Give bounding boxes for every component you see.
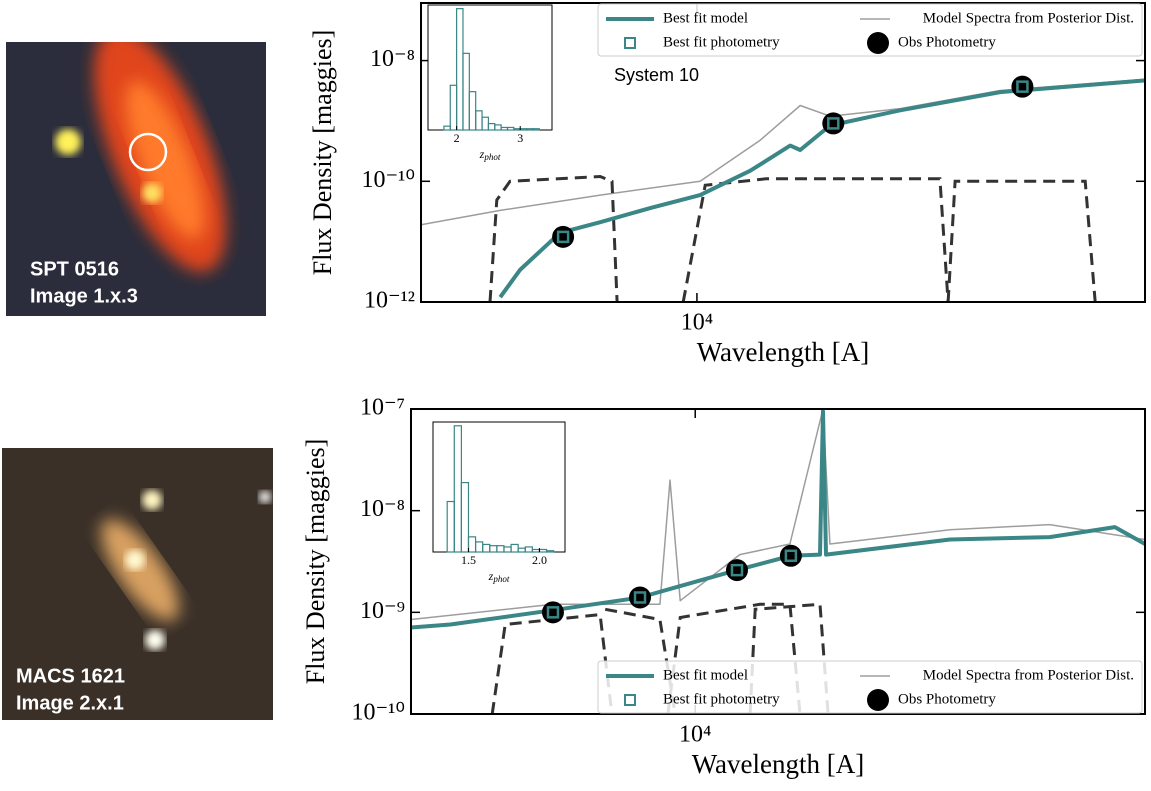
photo-macs1621: MACS 1621 Image 2.x.1 xyxy=(2,448,273,720)
filter-curve xyxy=(748,602,830,714)
legend-handle xyxy=(624,37,636,49)
legend-label: Model Spectra from Posterior Dist. xyxy=(923,10,1134,26)
legend-handle xyxy=(867,32,889,54)
photo-spt0516: SPT 0516 Image 1.x.3 xyxy=(6,42,266,316)
photo-label: Image 2.x.1 xyxy=(16,692,124,714)
y-tick-label: 10⁻¹² xyxy=(364,288,415,314)
fit-point xyxy=(827,117,840,130)
obs-point xyxy=(629,586,652,609)
inset-x-label: zphot xyxy=(488,569,510,584)
fit-point xyxy=(556,230,570,244)
legend-box xyxy=(597,3,1143,57)
filter-curve xyxy=(946,179,1097,302)
y-tick-label: 10⁻¹⁰ xyxy=(352,700,405,726)
x-tick-label: 10⁴ xyxy=(679,722,711,748)
obs-point xyxy=(779,544,802,567)
fit-point xyxy=(546,606,560,619)
filter-curve xyxy=(681,177,950,302)
inset-bar xyxy=(460,481,470,553)
photo-label: Image 1.x.3 xyxy=(30,285,138,307)
legend-label: Best fit photometry xyxy=(663,691,780,707)
fit-point xyxy=(1016,80,1029,93)
y-tick-label: 10⁻⁹ xyxy=(360,598,405,624)
inset-frame xyxy=(432,421,566,553)
legend-label: Model Spectra from Posterior Dist. xyxy=(923,667,1134,683)
inset-tick-label: 2 xyxy=(454,131,460,145)
fit-point xyxy=(633,591,647,604)
axes-frame xyxy=(410,408,1146,715)
inset-bar xyxy=(532,128,540,131)
legend-label: Obs Photometry xyxy=(898,34,996,50)
legend-label: Obs Photometry xyxy=(898,691,996,707)
legend-handle xyxy=(624,694,636,706)
y-axis-label: Flux Density [maggies] xyxy=(301,439,330,685)
inset-x-label-main: z xyxy=(488,569,494,583)
axes-frame xyxy=(420,2,1146,303)
y-axis-label: Flux Density [maggies] xyxy=(308,30,337,276)
inset-frame xyxy=(427,4,553,131)
x-axis-label: Wavelength [A] xyxy=(697,337,870,367)
y-tick-label: 10⁻⁷ xyxy=(360,395,405,421)
filter-curve xyxy=(488,174,619,302)
obs-point xyxy=(822,112,845,135)
y-tick-label: 10⁻¹⁰ xyxy=(362,167,415,193)
obs-point xyxy=(552,225,575,248)
filter-curve xyxy=(666,602,802,714)
obs-point xyxy=(541,601,564,624)
inset-x-label-sub: phot xyxy=(483,152,501,162)
x-tick-label: 10⁴ xyxy=(681,310,713,336)
inset-x-label-sub: phot xyxy=(492,574,510,584)
x-axis-label: Wavelength [A] xyxy=(692,749,865,779)
best-fit-line xyxy=(411,409,1145,630)
legend-label: Best fit photometry xyxy=(663,34,780,50)
fit-point xyxy=(784,549,798,563)
inset-tick-label: 1.5 xyxy=(461,553,476,567)
inset-tick-label: 3 xyxy=(517,131,523,145)
legend-label: Best fit model xyxy=(663,667,748,683)
legend-box xyxy=(597,660,1143,714)
annotation: System 10 xyxy=(614,65,699,85)
photo-label: MACS 1621 xyxy=(16,665,125,687)
photo-label: SPT 0516 xyxy=(30,258,119,280)
obs-point xyxy=(725,559,748,582)
inset-tick-label: 2.0 xyxy=(532,553,547,567)
inset-x-label: zphot xyxy=(479,147,501,162)
legend-label: Best fit model xyxy=(663,10,748,26)
y-tick-label: 10⁻⁸ xyxy=(360,496,405,522)
y-tick-label: 10⁻⁸ xyxy=(370,46,415,72)
fit-point xyxy=(730,563,744,577)
legend-handle xyxy=(867,689,889,711)
obs-point xyxy=(1011,75,1034,98)
inset-x-label-main: z xyxy=(479,147,485,161)
inset-bar xyxy=(545,550,555,553)
